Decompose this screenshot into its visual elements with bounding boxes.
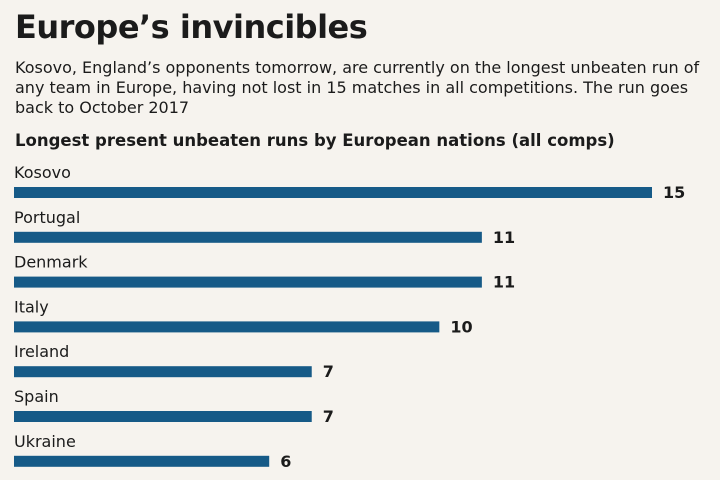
bar bbox=[14, 455, 270, 467]
chart-title: Europe’s invincibles bbox=[15, 8, 368, 46]
bar bbox=[14, 411, 312, 422]
value-label: 7 bbox=[323, 407, 334, 426]
value-label: 10 bbox=[450, 317, 472, 336]
bar bbox=[14, 321, 440, 333]
category-label: Kosovo bbox=[14, 163, 71, 182]
value-label: 11 bbox=[493, 228, 515, 247]
category-label: Ukraine bbox=[14, 432, 76, 451]
value-label: 7 bbox=[323, 362, 334, 381]
bar bbox=[14, 231, 482, 243]
bar bbox=[14, 276, 482, 288]
category-label: Denmark bbox=[14, 253, 88, 272]
bar bbox=[14, 366, 312, 378]
category-label: Italy bbox=[14, 297, 49, 316]
bar bbox=[14, 187, 652, 198]
value-label: 15 bbox=[663, 183, 685, 202]
category-label: Portugal bbox=[14, 208, 80, 227]
chart-heading: Longest present unbeaten runs by Europea… bbox=[15, 131, 615, 150]
value-label: 6 bbox=[280, 452, 291, 471]
category-label: Spain bbox=[14, 387, 59, 406]
category-label: Ireland bbox=[14, 342, 69, 361]
chart-subtitle: Kosovo, England’s opponents tomorrow, ar… bbox=[15, 58, 700, 117]
value-label: 11 bbox=[493, 273, 515, 292]
